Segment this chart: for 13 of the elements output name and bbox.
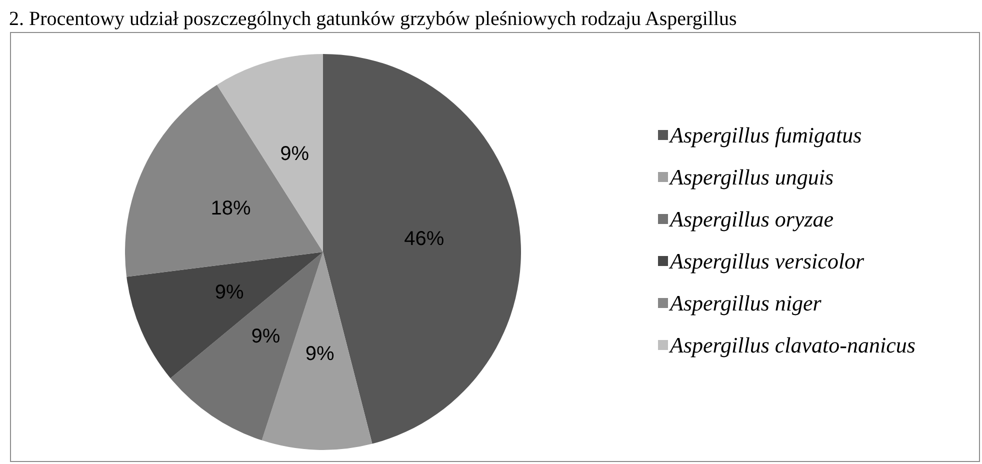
- legend-label: Aspergillus oryzae: [668, 206, 834, 232]
- data-label: 9%: [280, 143, 310, 166]
- legend-label: Aspergillus versicolor: [668, 248, 865, 274]
- data-label: 9%: [305, 342, 334, 365]
- data-label: 9%: [214, 282, 244, 304]
- data-label: 9%: [251, 325, 280, 348]
- data-label: 18%: [210, 198, 251, 220]
- data-label: 46%: [404, 228, 444, 250]
- legend-label: Aspergillus unguis: [668, 164, 834, 190]
- legend-label: Aspergillus fumigatus: [668, 122, 862, 148]
- legend-label: Aspergillus clavato-nanicus: [668, 332, 916, 358]
- chart-title: 2. Procentowy udział poszczególnych gatunków grzybów pleśniowych rodzaju Aspergillus: [9, 8, 738, 30]
- legend-label: Aspergillus niger: [668, 290, 822, 316]
